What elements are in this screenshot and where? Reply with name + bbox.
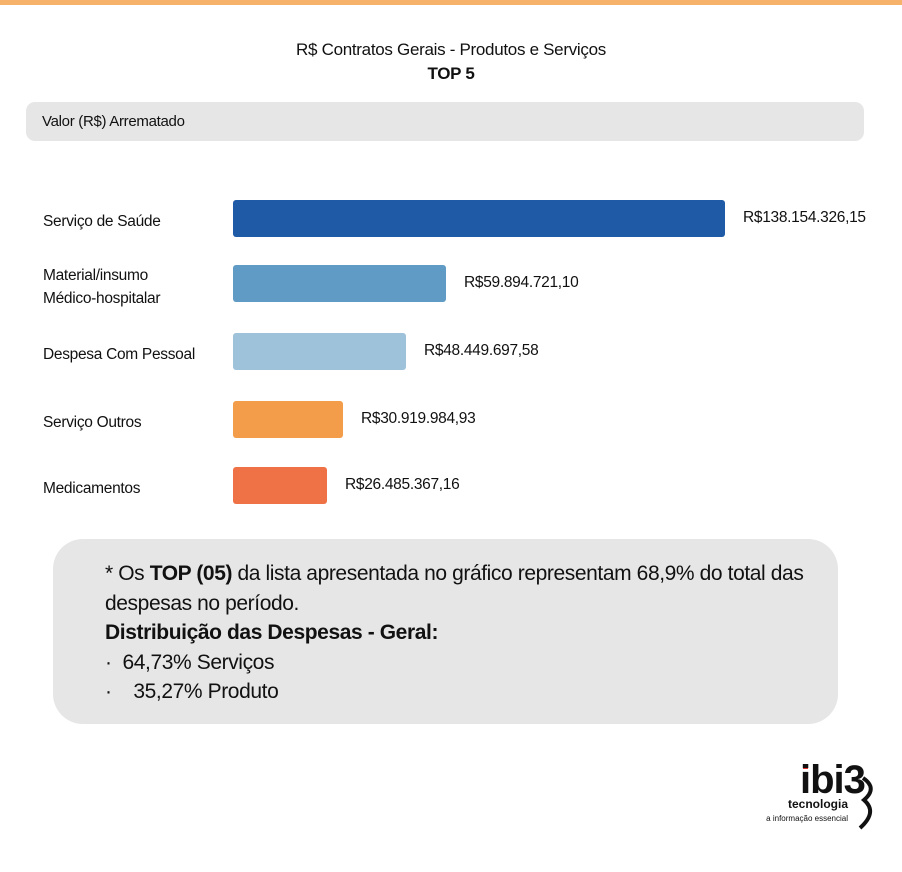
bar-1: [233, 200, 725, 237]
distribution-item-services: · 64,73% Serviços: [105, 648, 838, 678]
logo-mark: [803, 764, 873, 830]
logo-subtitle: tecnologia: [787, 797, 848, 811]
note-line-1-bold: TOP (05): [149, 562, 233, 585]
distribution-title: Distribuição das Despesas - Geral:: [105, 621, 439, 644]
value-label-1: R$138.154.326,15: [743, 209, 866, 226]
summary-note: * Os TOP (05) da lista apresentada no gr…: [53, 539, 838, 724]
note-line-1-suffix: da lista apresentada no gráfico represen…: [232, 562, 804, 585]
value-label-2: R$59.894.721,10: [464, 274, 579, 291]
bar-4: [233, 401, 343, 438]
category-label-line: Serviço Outros: [43, 414, 142, 431]
logo-tagline: a informação essencial: [766, 814, 848, 823]
category-label-2: Material/insumo Médico-hospitalar: [43, 264, 161, 310]
logo-accent-dot: [803, 764, 808, 769]
category-label-4: Serviço Outros: [43, 411, 142, 434]
category-label-line: Médico-hospitalar: [43, 290, 161, 307]
distribution-item-text: 64,73% Serviços: [122, 650, 275, 674]
category-label-3: Despesa Com Pessoal: [43, 343, 195, 366]
value-label-3: R$48.449.697,58: [424, 342, 539, 359]
metric-label: Valor (R$) Arrematado: [42, 113, 185, 130]
chart-title: R$ Contratos Gerais - Produtos e Serviço…: [296, 40, 606, 59]
bar-3: [233, 333, 406, 370]
metric-label-bar: Valor (R$) Arrematado: [26, 102, 864, 141]
note-line-1-prefix: * Os: [105, 562, 150, 585]
bar-5: [233, 467, 327, 504]
bar-2: [233, 265, 446, 302]
distribution-item-product: · 35,27% Produto: [105, 677, 838, 707]
chart-subtitle: TOP 5: [427, 64, 475, 83]
company-logo: ibi3 tecnologia a informação essencial: [760, 758, 880, 832]
logo-curve: [858, 776, 873, 830]
bullet: ·: [105, 680, 112, 703]
category-label-5: Medicamentos: [43, 477, 141, 500]
note-line-1: * Os TOP (05) da lista apresentada no gr…: [105, 559, 838, 589]
note-line-2: despesas no período.: [105, 591, 299, 615]
logo-text: ibi3: [800, 758, 866, 802]
bullet: ·: [105, 650, 112, 674]
distribution-item-text: 35,27% Produto: [133, 680, 279, 703]
category-label-line: Medicamentos: [43, 480, 141, 497]
category-label-line: Material/insumo: [43, 267, 148, 284]
value-label-5: R$26.485.367,16: [345, 476, 460, 493]
category-label-line: Serviço de Saúde: [43, 213, 161, 230]
top-accent-rule: [0, 0, 902, 5]
category-label-line: Despesa Com Pessoal: [43, 346, 195, 363]
value-label-4: R$30.919.984,93: [361, 410, 476, 427]
category-label-1: Serviço de Saúde: [43, 210, 161, 233]
